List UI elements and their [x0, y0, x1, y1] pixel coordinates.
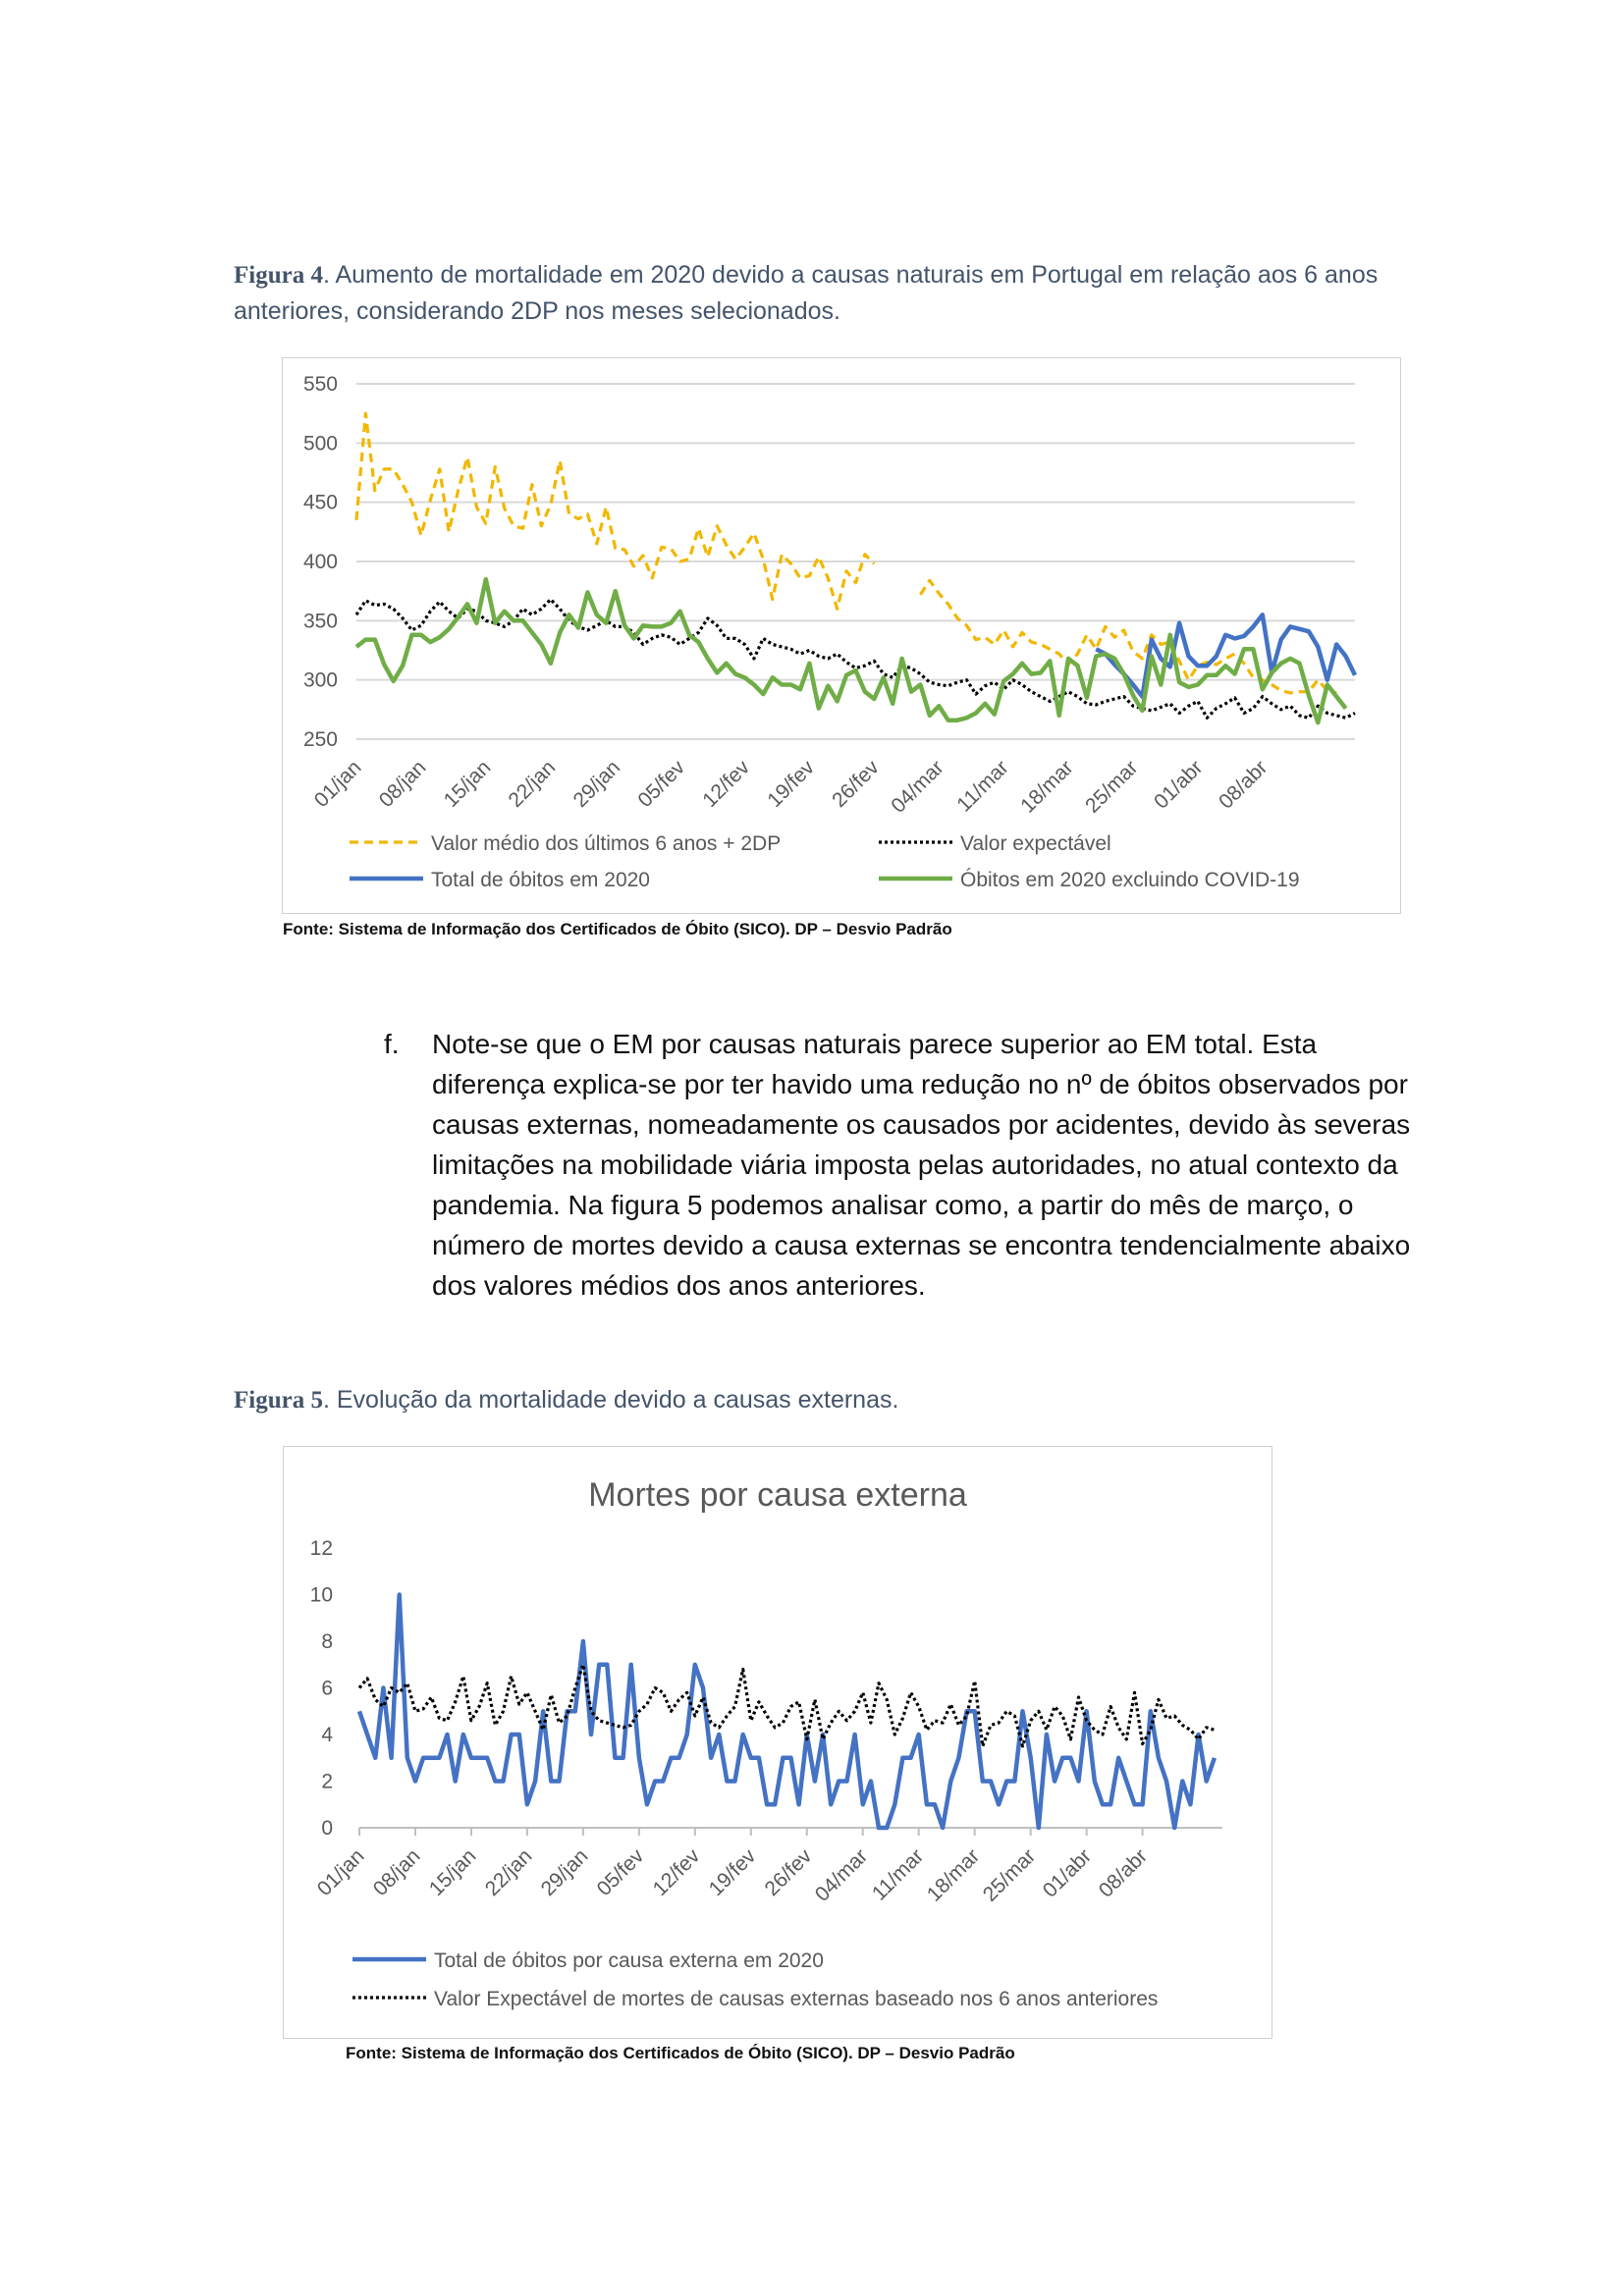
figure-4-caption: Figura 4. Aumento de mortalidade em 2020…	[234, 257, 1402, 329]
x-tick-label: 11/mar	[868, 1844, 928, 1904]
y-tick-label: 400	[303, 551, 338, 573]
x-tick-label: 05/fev	[633, 756, 689, 812]
x-tick-label: 01/abr	[1039, 1844, 1096, 1901]
series-line	[354, 576, 1348, 725]
figure-4-chart: 250 300 350 400 450 500 550 01/jan 08/jan 15/jan…	[303, 373, 1358, 891]
paragraph-text: Note-se que o EM por causas naturais par…	[432, 1029, 1411, 1301]
figure-5-chart: Mortes por causa externa 0 2 4 6 8 10 12 01/ja…	[310, 1476, 1222, 2010]
legend-label: Valor médio dos últimos 6 anos + 2DP	[431, 832, 781, 855]
figure-5-source: Fonte: Sistema de Informação dos Certifi…	[346, 2044, 1015, 2062]
legend-label: Óbitos em 2020 excluindo COVID-19	[960, 869, 1300, 891]
x-tick-label: 08/abr	[1095, 1844, 1152, 1901]
x-tick-label: 12/fev	[698, 756, 754, 812]
y-tick-label: 450	[303, 492, 338, 514]
y-tick-label: 6	[321, 1678, 333, 1700]
x-tick-label: 01/jan	[313, 1844, 369, 1900]
figure-4-caption-text: . Aumento de mortalidade em 2020 devido …	[234, 261, 1379, 325]
figure-5-chart-title: Mortes por causa externa	[588, 1476, 967, 1514]
legend-label: Valor Expectável de mortes de causas ext…	[434, 1988, 1158, 2010]
x-tick-label: 29/jan	[568, 756, 624, 812]
x-tick-label: 08/abr	[1215, 756, 1272, 813]
figure-4-label: Figura 4	[234, 262, 323, 289]
x-tick-label: 19/fev	[705, 1844, 761, 1900]
x-tick-label: 12/fev	[649, 1844, 705, 1900]
x-tick-label: 22/jan	[505, 756, 561, 812]
legend-label: Total de óbitos por causa externa em 202…	[434, 1949, 824, 1972]
x-tick-label: 01/jan	[310, 756, 366, 812]
series-line	[357, 1663, 1216, 1748]
legend-label: Total de óbitos em 2020	[431, 869, 650, 891]
legend-label: Valor expectável	[960, 832, 1111, 855]
figure-5-caption-text: . Evolução da mortalidade devido a causa…	[322, 1386, 899, 1414]
series-line	[354, 598, 1356, 720]
x-tick-label: 18/mar	[1016, 756, 1077, 817]
x-tick-label: 26/fev	[761, 1844, 817, 1900]
figure-4-source: Fonte: Sistema de Informação dos Certifi…	[283, 920, 952, 938]
series-line	[919, 578, 1337, 695]
x-tick-label: 01/abr	[1150, 756, 1207, 813]
figure-5-label: Figura 5	[234, 1387, 323, 1414]
x-tick-label: 15/jan	[440, 756, 496, 812]
x-tick-label: 22/jan	[481, 1844, 537, 1900]
y-tick-label: 8	[321, 1630, 333, 1653]
y-tick-label: 4	[321, 1724, 333, 1746]
x-tick-label: 15/jan	[425, 1844, 481, 1900]
x-tick-label: 25/mar	[1081, 756, 1142, 817]
series-line	[354, 411, 876, 611]
x-tick-label: 05/fev	[593, 1844, 649, 1900]
x-tick-label: 18/mar	[923, 1844, 984, 1905]
list-marker: f.	[384, 1029, 400, 1059]
y-tick-label: 2	[321, 1771, 333, 1793]
y-tick-label: 500	[303, 432, 338, 454]
series-line	[356, 1592, 1218, 1831]
x-tick-label: 08/jan	[369, 1844, 425, 1900]
x-tick-label: 08/jan	[375, 756, 431, 812]
x-tick-label: 26/fev	[828, 756, 884, 812]
figure-5-chart-frame: Mortes por causa externa 0 2 4 6 8 10 12 01/ja…	[283, 1446, 1272, 2039]
x-tick-label: 25/mar	[979, 1844, 1040, 1905]
x-tick-label: 29/jan	[537, 1844, 593, 1900]
y-tick-label: 300	[303, 669, 338, 692]
x-tick-label: 04/mar	[887, 756, 947, 817]
x-tick-label: 11/mar	[952, 756, 1012, 816]
figure-4-chart-frame: 250 300 350 400 450 500 550 01/jan 08/jan 15/jan…	[282, 357, 1401, 914]
y-tick-label: 0	[321, 1817, 333, 1840]
y-tick-label: 550	[303, 373, 338, 396]
y-tick-label: 250	[303, 728, 338, 751]
series-line	[1095, 613, 1358, 699]
y-tick-label: 10	[310, 1584, 333, 1607]
figure-5-caption: Figura 5. Evolução da mortalidade devido…	[234, 1382, 1402, 1418]
x-tick-label: 19/fev	[763, 756, 819, 812]
y-tick-label: 350	[303, 610, 338, 632]
y-tick-label: 12	[310, 1537, 333, 1560]
x-tick-label: 04/mar	[811, 1844, 872, 1905]
